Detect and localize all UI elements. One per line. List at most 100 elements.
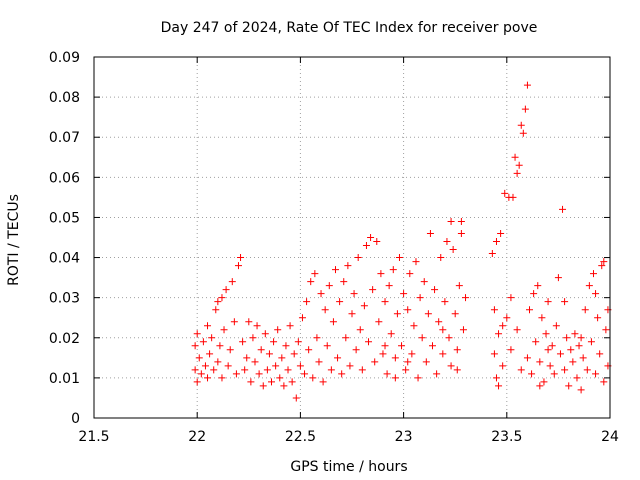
data-point (305, 346, 313, 354)
data-point (404, 358, 412, 366)
data-point (571, 330, 579, 338)
data-point (596, 350, 604, 358)
data-point (315, 358, 323, 366)
data-point (488, 250, 496, 258)
data-point (523, 81, 531, 89)
data-point (313, 334, 321, 342)
data-point (346, 362, 354, 370)
data-point (350, 290, 358, 298)
data-point (327, 366, 335, 374)
data-point (495, 330, 503, 338)
data-point (495, 382, 503, 390)
data-point (457, 217, 465, 225)
data-point (581, 306, 589, 314)
data-point (561, 298, 569, 306)
data-point (331, 266, 339, 274)
data-point (224, 362, 232, 370)
data-point (195, 354, 203, 362)
data-point (325, 282, 333, 290)
data-point (377, 270, 385, 278)
data-point (307, 278, 315, 286)
data-point (309, 374, 317, 382)
data-point (282, 342, 290, 350)
data-point (249, 334, 257, 342)
data-point (365, 338, 373, 346)
data-point (294, 338, 302, 346)
data-point (358, 366, 366, 374)
data-point (497, 229, 505, 237)
data-point (447, 362, 455, 370)
data-point (218, 374, 226, 382)
data-point (319, 378, 327, 386)
data-point (567, 346, 575, 354)
y-tick-label: 0.01 (49, 371, 80, 387)
data-point (503, 314, 511, 322)
data-point (528, 370, 536, 378)
data-point (600, 378, 608, 386)
data-point (414, 374, 422, 382)
data-point (455, 282, 463, 290)
data-point (563, 334, 571, 342)
data-point (381, 298, 389, 306)
data-point (263, 366, 271, 374)
data-point (201, 362, 209, 370)
data-point (265, 350, 273, 358)
y-axis-label: ROTI / TECUs (6, 194, 22, 286)
data-point (499, 362, 507, 370)
data-point (303, 298, 311, 306)
data-point (544, 346, 552, 354)
data-point (552, 322, 560, 330)
data-point (362, 242, 370, 250)
data-point (492, 238, 500, 246)
data-point (422, 358, 430, 366)
data-point (556, 350, 564, 358)
data-point (542, 330, 550, 338)
data-point (393, 310, 401, 318)
y-tick-label: 0.07 (49, 130, 80, 146)
data-point (348, 310, 356, 318)
data-point (329, 318, 337, 326)
data-point (395, 254, 403, 262)
y-tick-label: 0.04 (49, 251, 80, 267)
data-point (389, 266, 397, 274)
data-point (459, 326, 467, 334)
data-point (391, 354, 399, 362)
x-tick-label: 22.5 (285, 429, 316, 445)
data-point (360, 302, 368, 310)
data-point (218, 294, 226, 302)
data-point (226, 346, 234, 354)
data-point (222, 286, 230, 294)
data-point (402, 366, 410, 374)
data-point (336, 298, 344, 306)
data-point (451, 310, 459, 318)
data-point (298, 314, 306, 322)
data-point (569, 358, 577, 366)
data-point (214, 358, 222, 366)
data-point (501, 189, 509, 197)
data-point (278, 354, 286, 362)
data-point (457, 229, 465, 237)
data-point (575, 342, 583, 350)
data-point (344, 262, 352, 270)
data-point (577, 386, 585, 394)
data-point (509, 193, 517, 201)
data-point (301, 370, 309, 378)
data-point (404, 306, 412, 314)
data-point (579, 354, 587, 362)
data-point (544, 298, 552, 306)
data-point (515, 161, 523, 169)
data-point (338, 370, 346, 378)
data-point (587, 338, 595, 346)
x-tick-label: 23 (395, 429, 413, 445)
data-point (577, 334, 585, 342)
data-point (559, 205, 567, 213)
data-point (453, 346, 461, 354)
data-point (288, 378, 296, 386)
data-point (373, 238, 381, 246)
data-point (589, 270, 597, 278)
data-point (204, 374, 212, 382)
data-point (228, 278, 236, 286)
data-point (385, 282, 393, 290)
data-point (232, 370, 240, 378)
data-point (290, 350, 298, 358)
